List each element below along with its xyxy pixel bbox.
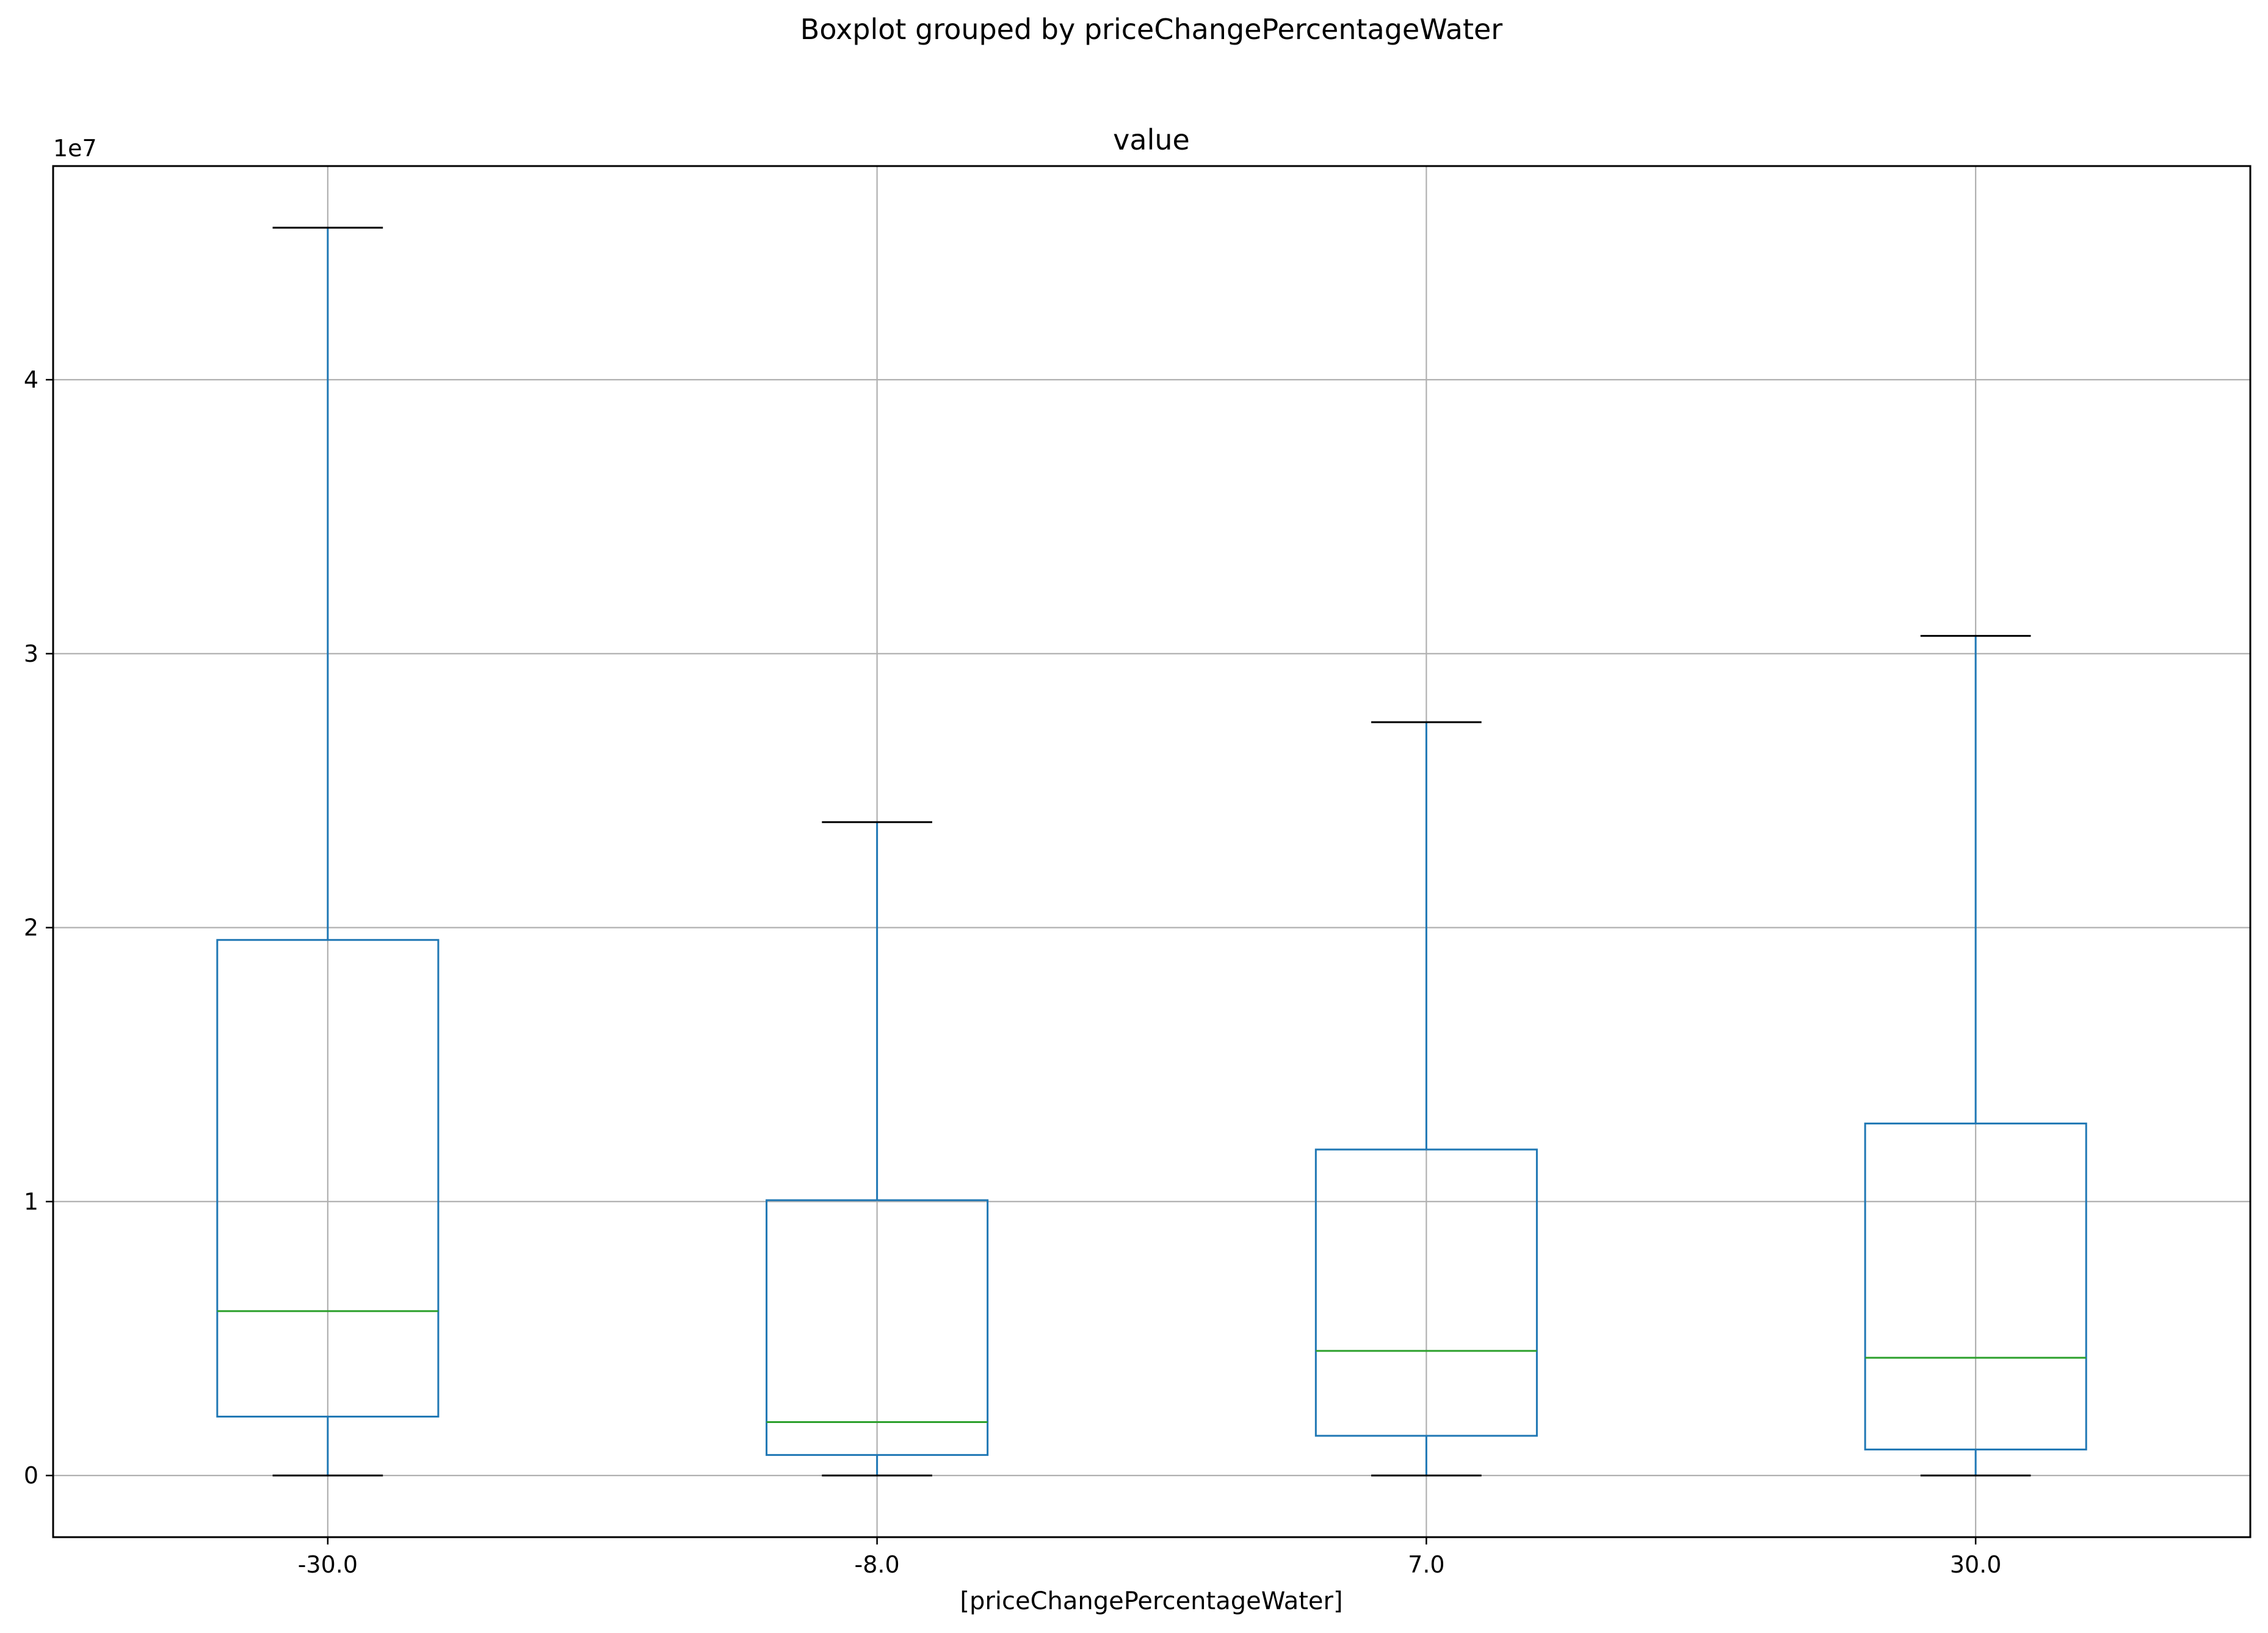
x-axis-label: [priceChangePercentageWater] bbox=[960, 1587, 1342, 1615]
x-tick-label: -30.0 bbox=[298, 1551, 358, 1578]
boxes-layer bbox=[216, 226, 2087, 1477]
axis-ticks: 0 1 2 3 4 -30.0 -8.0 7.0 30.0 bbox=[24, 366, 2002, 1578]
box-iqr bbox=[216, 939, 440, 1418]
x-tick-label: 30.0 bbox=[1950, 1551, 2002, 1578]
y-tick-label: 3 bbox=[24, 640, 38, 667]
box-iqr bbox=[1864, 1122, 2087, 1450]
x-tick-label: -8.0 bbox=[855, 1551, 900, 1578]
y-offset-label: 1e7 bbox=[53, 135, 97, 162]
box-iqr bbox=[766, 1199, 989, 1456]
y-tick-label: 2 bbox=[24, 914, 38, 941]
y-tick-label: 4 bbox=[24, 366, 38, 393]
chart-title: value bbox=[1113, 123, 1190, 156]
plot-frame bbox=[52, 165, 2252, 1538]
y-tick-label: 0 bbox=[24, 1462, 38, 1489]
x-tick-label: 7.0 bbox=[1408, 1551, 1444, 1578]
box-iqr bbox=[1314, 1148, 1538, 1437]
chart-suptitle: Boxplot grouped by priceChangePercentage… bbox=[800, 13, 1502, 46]
y-tick-label: 1 bbox=[24, 1188, 38, 1215]
